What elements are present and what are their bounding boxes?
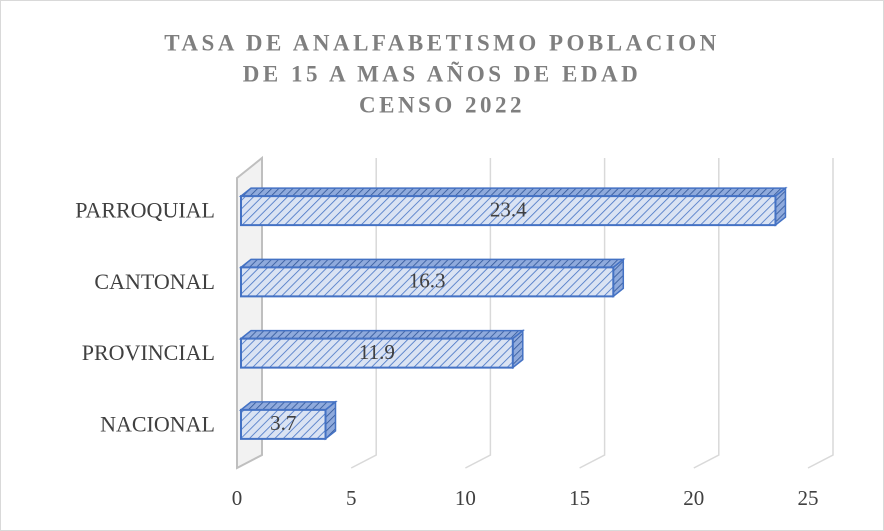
data-label: 23.4 [490,197,527,221]
y-tick-label: PROVINCIAL [82,340,215,365]
grid-line [807,158,834,469]
y-tick-label: CANTONAL [94,269,215,294]
bar-face [240,195,777,227]
data-label: 16.3 [409,269,446,293]
bar-face [238,329,525,340]
grid-line [465,158,492,469]
x-tick-label: 15 [569,486,590,510]
bar [238,329,525,370]
x-tick-label: 0 [232,486,243,510]
chart-title: TASA DE ANALFABETISMO POBLACION [164,30,720,55]
grid-line [693,158,720,469]
grid-line [350,158,377,469]
bar-face [238,187,788,197]
bar-face [238,258,626,269]
grid-line [579,158,606,469]
bar [238,257,626,298]
bar [238,400,338,441]
x-tick-label: 20 [683,486,704,510]
data-label: 3.7 [270,411,296,435]
x-tick-label: 25 [798,486,819,510]
data-label: 11.9 [359,340,395,364]
x-tick-label: 10 [455,486,476,510]
bar-face [240,337,514,369]
chart-title: CENSO 2022 [359,92,525,117]
y-tick-label: NACIONAL [100,411,215,436]
y-tick-label: PARROQUIAL [75,198,215,223]
side-wall [236,155,263,470]
bar [238,186,788,227]
bar-face [238,401,338,411]
bar-face [240,408,327,440]
chart-title: DE 15 A MAS AÑOS DE EDAD [243,61,641,86]
x-tick-label: 5 [346,486,357,510]
bar-face [240,266,615,298]
